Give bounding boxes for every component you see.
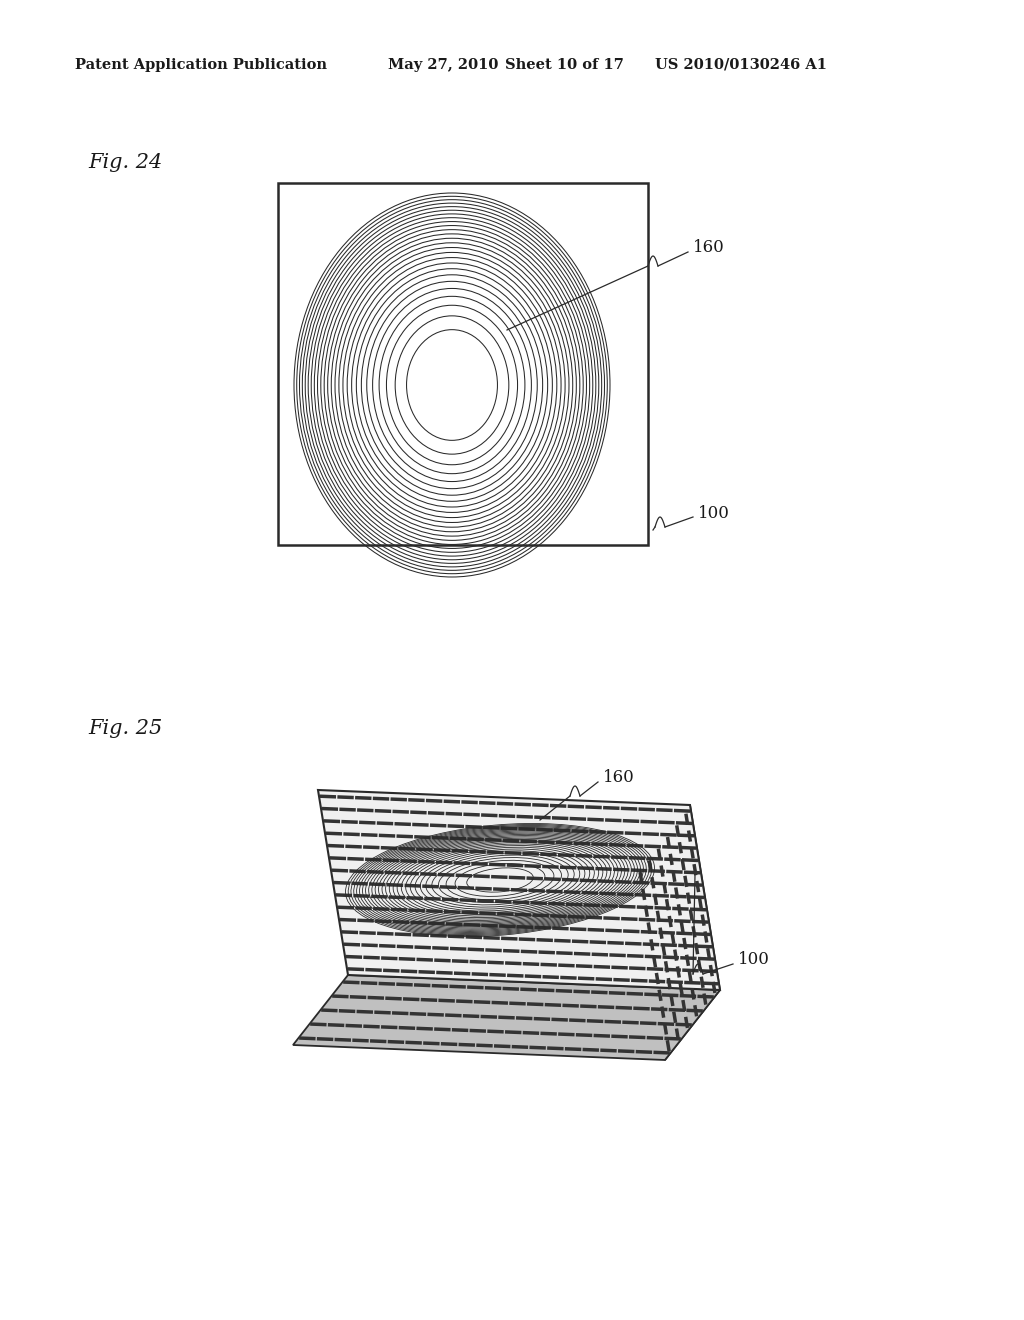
Text: 100: 100 [738,952,770,969]
Text: 160: 160 [603,770,635,787]
Text: Sheet 10 of 17: Sheet 10 of 17 [505,58,624,73]
Text: 160: 160 [693,239,725,256]
Polygon shape [293,975,720,1060]
Text: 100: 100 [698,504,730,521]
Text: Fig. 24: Fig. 24 [88,153,162,172]
Text: May 27, 2010: May 27, 2010 [388,58,499,73]
Text: Fig. 25: Fig. 25 [88,718,162,738]
Text: US 2010/0130246 A1: US 2010/0130246 A1 [655,58,827,73]
Polygon shape [318,789,720,990]
Polygon shape [635,805,720,1060]
Text: Patent Application Publication: Patent Application Publication [75,58,327,73]
Bar [278,183,648,545]
